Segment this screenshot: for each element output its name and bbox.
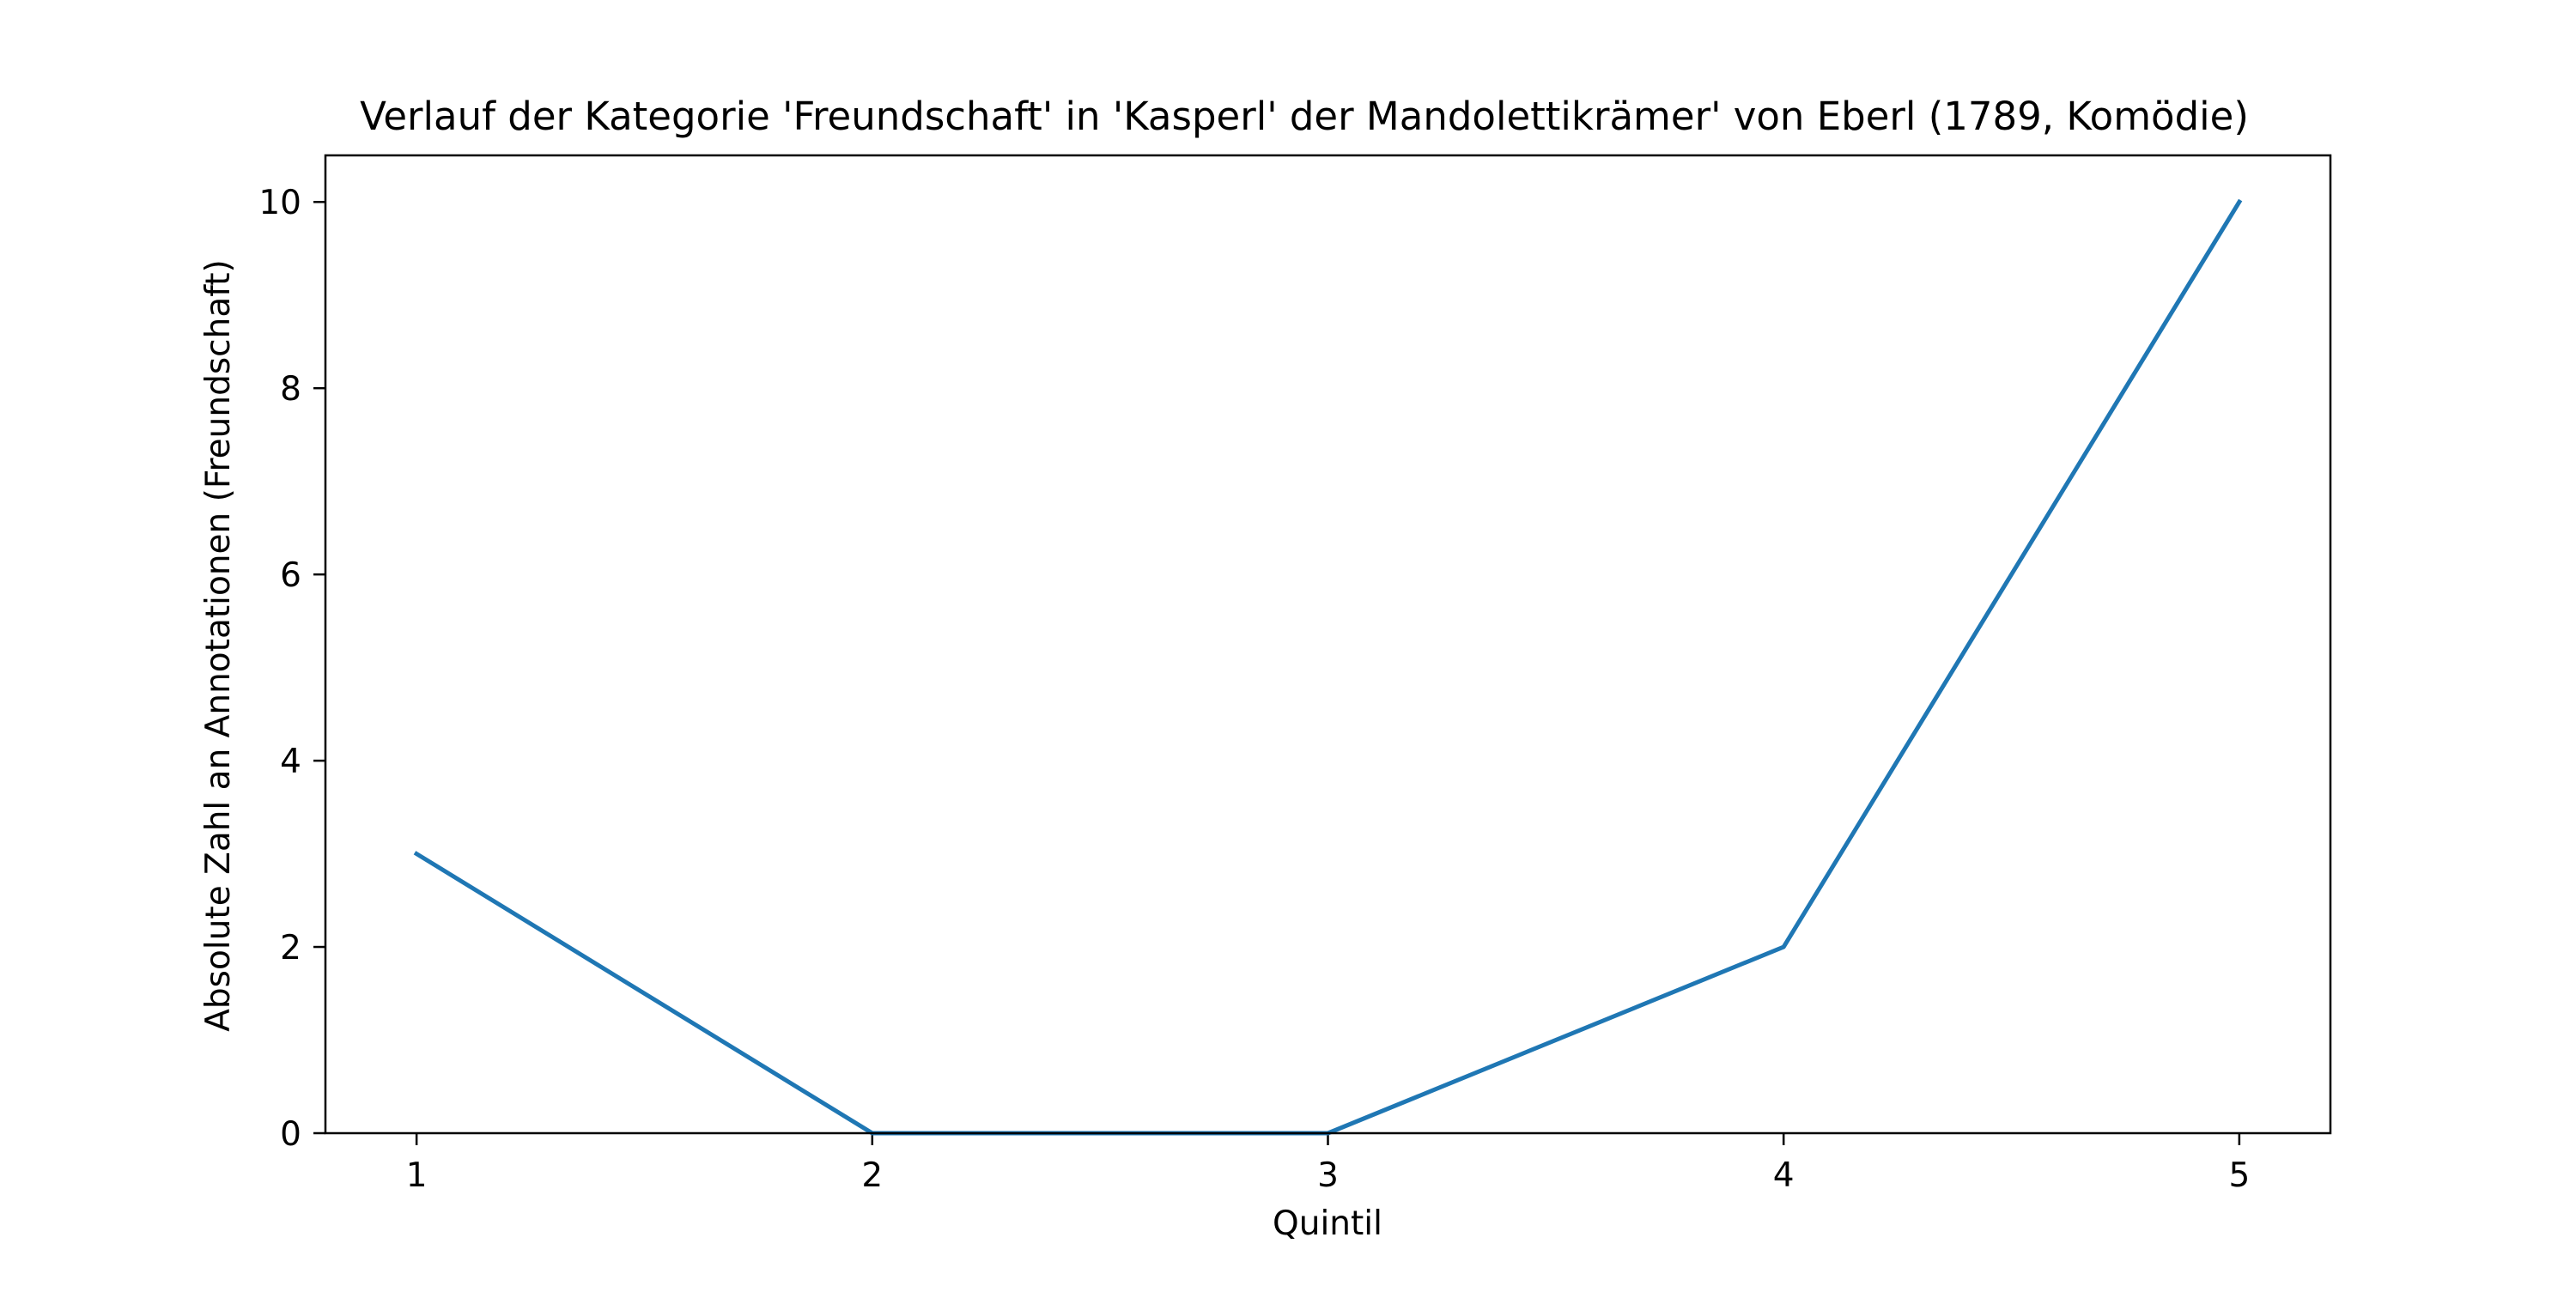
x-tick-label: 1 [406, 1156, 428, 1195]
x-tick-label: 2 [861, 1156, 883, 1195]
chart-title: Verlauf der Kategorie 'Freundschaft' in … [360, 94, 2249, 139]
y-axis-label: Absolute Zahl an Annotationen (Freundsch… [199, 259, 238, 1032]
x-tick-label: 3 [1317, 1156, 1339, 1195]
y-tick-label: 2 [280, 929, 301, 967]
x-tick-label: 5 [2228, 1156, 2250, 1195]
x-axis-label: Quintil [1273, 1204, 1382, 1243]
y-tick-label: 6 [280, 556, 301, 595]
y-tick-label: 0 [280, 1115, 301, 1154]
y-tick-label: 10 [258, 184, 301, 222]
y-tick-label: 4 [280, 743, 301, 781]
y-tick-label: 8 [280, 370, 301, 409]
x-tick-label: 4 [1773, 1156, 1795, 1195]
